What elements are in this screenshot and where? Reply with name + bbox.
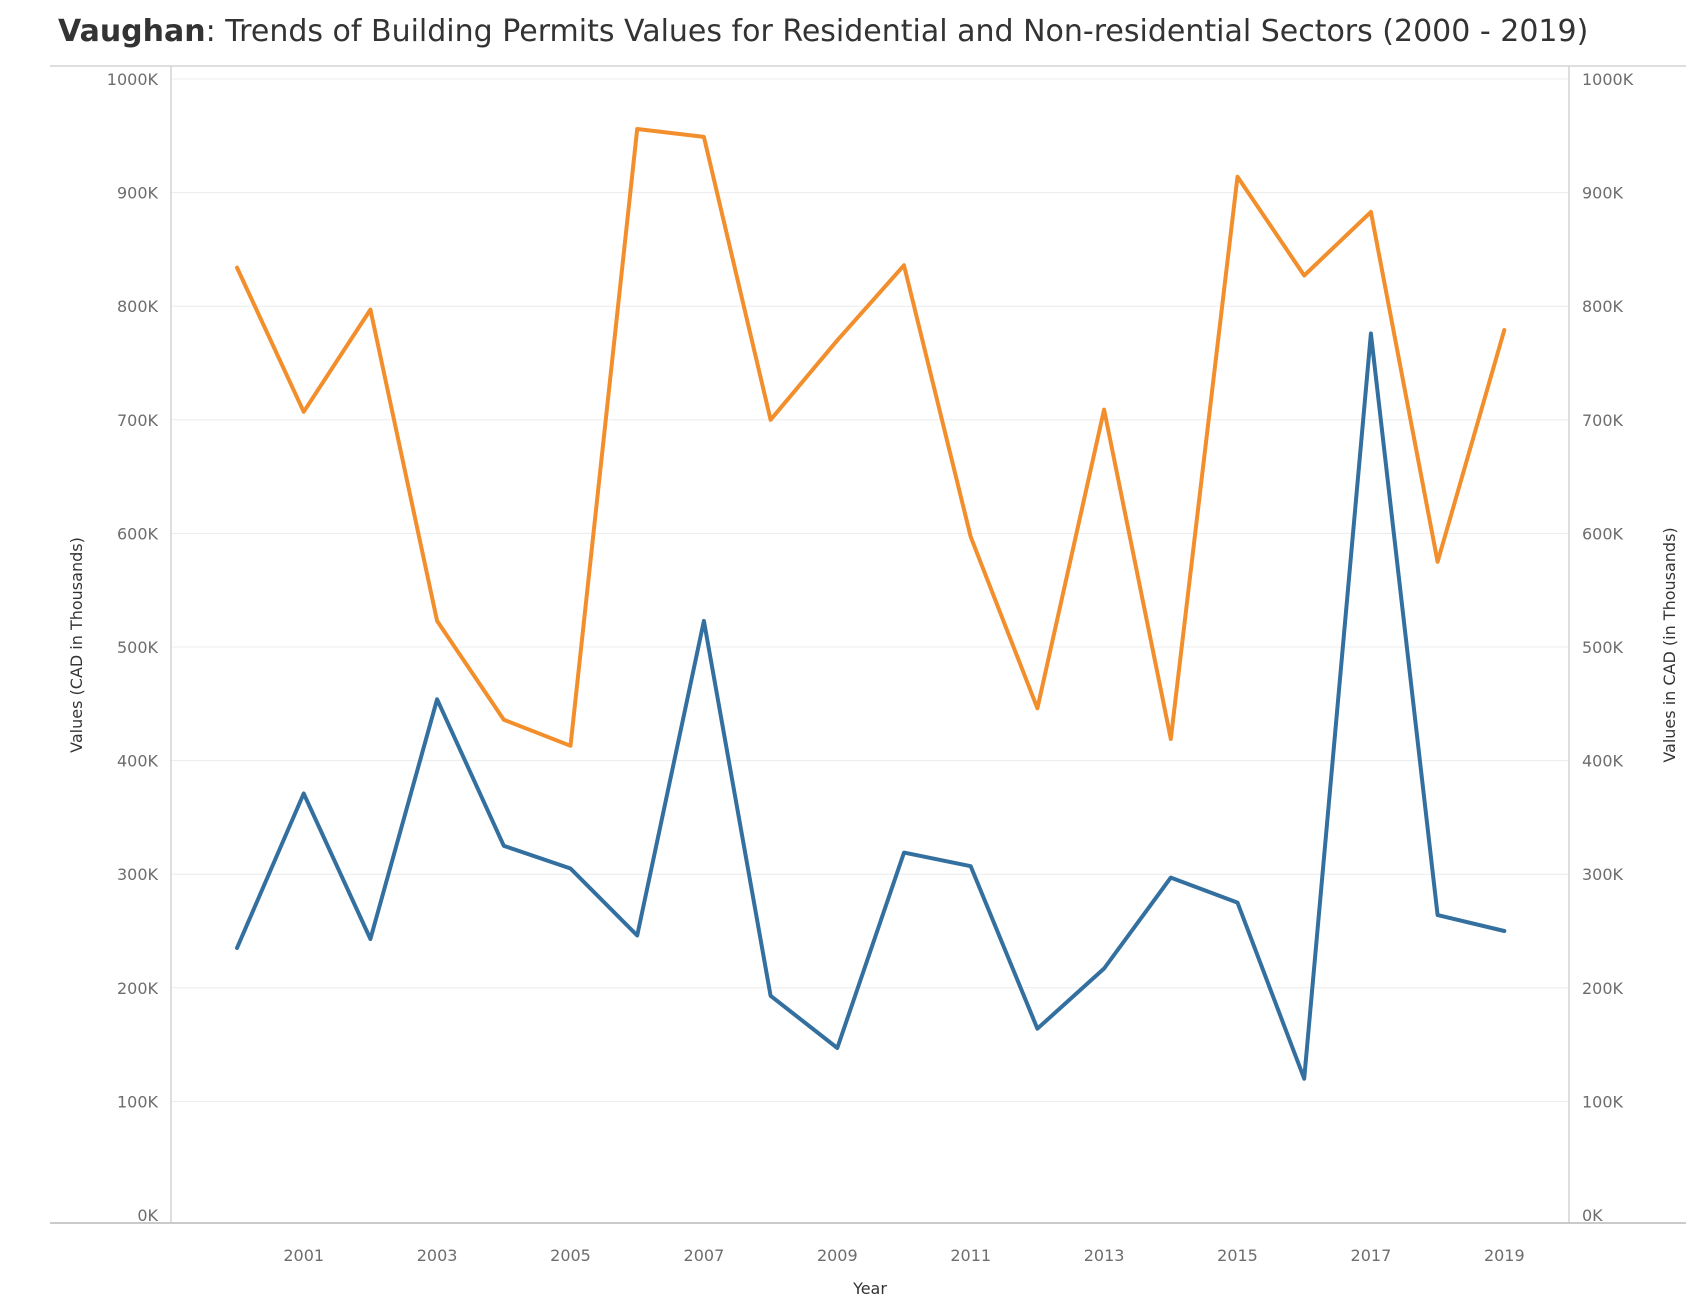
series-lines — [235, 127, 1507, 1081]
left-y-tick-label: 0K — [137, 1206, 158, 1225]
left-y-axis-title: Values (CAD in Thousands) — [67, 537, 86, 753]
right-y-tick-label: 1000K — [1582, 70, 1634, 89]
left-y-tick-label: 300K — [117, 865, 159, 884]
x-tick-labels: 2001 2003 2005 2007 2009 2011 2013 2015 2017 2019 — [283, 1246, 1524, 1265]
left-y-tick-label: 900K — [117, 184, 159, 203]
left-y-tick-label: 400K — [117, 752, 159, 771]
left-y-tick-label: 100K — [117, 1092, 159, 1111]
series-line-2 — [235, 331, 1507, 1081]
right-y-axis-title: Values in CAD (in Thousands) — [1660, 527, 1679, 762]
chart-title-bold: Vaughan — [58, 14, 206, 49]
x-tick-label: 2019 — [1484, 1246, 1525, 1265]
left-y-tick-label: 600K — [117, 524, 159, 543]
right-y-tick-label: 400K — [1582, 752, 1624, 771]
right-y-tick-label: 0K — [1582, 1206, 1603, 1225]
chart-title: Vaughan: Trends of Building Permits Valu… — [58, 10, 1678, 54]
chart-title-rest: : Trends of Building Permits Values for … — [205, 14, 1589, 49]
x-axis-title: Year — [852, 1279, 887, 1298]
x-tick-label: 2011 — [950, 1246, 991, 1265]
right-y-tick-label: 800K — [1582, 297, 1624, 316]
series-line-1 — [235, 127, 1507, 748]
right-y-tick-label: 700K — [1582, 411, 1624, 430]
x-tick-label: 2013 — [1084, 1246, 1125, 1265]
x-tick-label: 2003 — [417, 1246, 458, 1265]
x-tick-label: 2005 — [550, 1246, 591, 1265]
left-y-tick-label: 700K — [117, 411, 159, 430]
x-tick-label: 2015 — [1217, 1246, 1258, 1265]
right-y-tick-label: 900K — [1582, 184, 1624, 203]
left-y-tick-label: 200K — [117, 979, 159, 998]
right-y-tick-label: 300K — [1582, 865, 1624, 884]
left-y-tick-label: 800K — [117, 297, 159, 316]
x-tick-label: 2001 — [283, 1246, 324, 1265]
right-y-tick-label: 600K — [1582, 524, 1624, 543]
x-tick-label: 2007 — [684, 1246, 725, 1265]
right-y-tick-labels: 0K 100K 200K 300K 400K 500K 600K 700K 800K 900K 10… — [1582, 70, 1634, 1225]
right-y-tick-label: 500K — [1582, 638, 1624, 657]
right-y-tick-label: 100K — [1582, 1092, 1624, 1111]
axis-frame — [50, 65, 1686, 1224]
x-tick-label: 2009 — [817, 1246, 858, 1265]
x-tick-label: 2017 — [1351, 1246, 1392, 1265]
left-y-tick-label: 500K — [117, 638, 159, 657]
left-y-tick-label: 1000K — [107, 70, 159, 89]
left-y-tick-labels: 0K 100K 200K 300K 400K 500K 600K 700K 800K 900K 10… — [107, 70, 159, 1225]
right-y-tick-label: 200K — [1582, 979, 1624, 998]
